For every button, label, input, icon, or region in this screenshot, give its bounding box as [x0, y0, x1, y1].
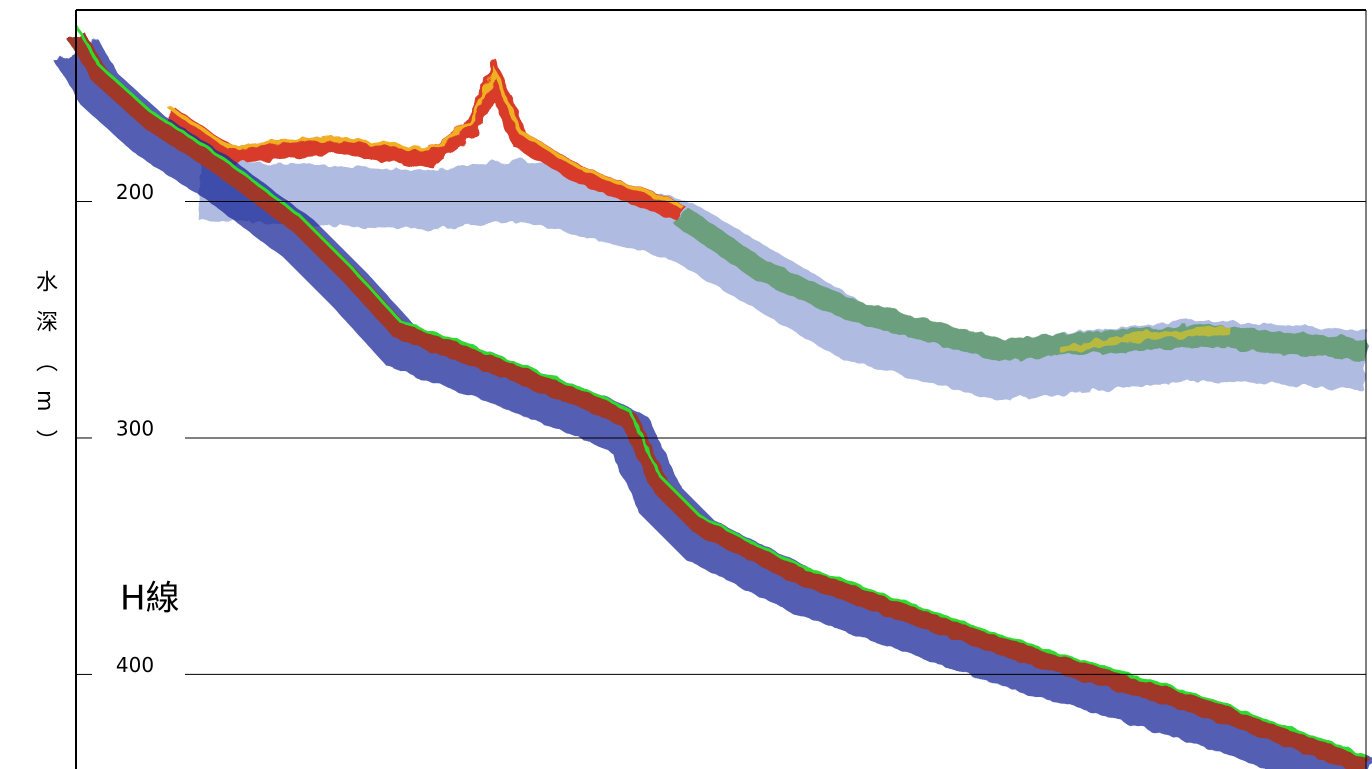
annotation: H線 [120, 579, 180, 619]
scatter-layer-dense [680, 215, 1366, 350]
echogram [76, 26, 1366, 769]
y-tick-label: 200 [116, 180, 154, 204]
seabed-edge [76, 26, 1366, 756]
y-axis-label: 水深（m） [28, 270, 60, 469]
y-tick-label: 300 [116, 416, 154, 440]
page: H線 200 300 400 水深（m） [0, 0, 1372, 769]
y-tick-label: 400 [116, 653, 154, 677]
chart: H線 200 300 400 [0, 0, 1372, 769]
